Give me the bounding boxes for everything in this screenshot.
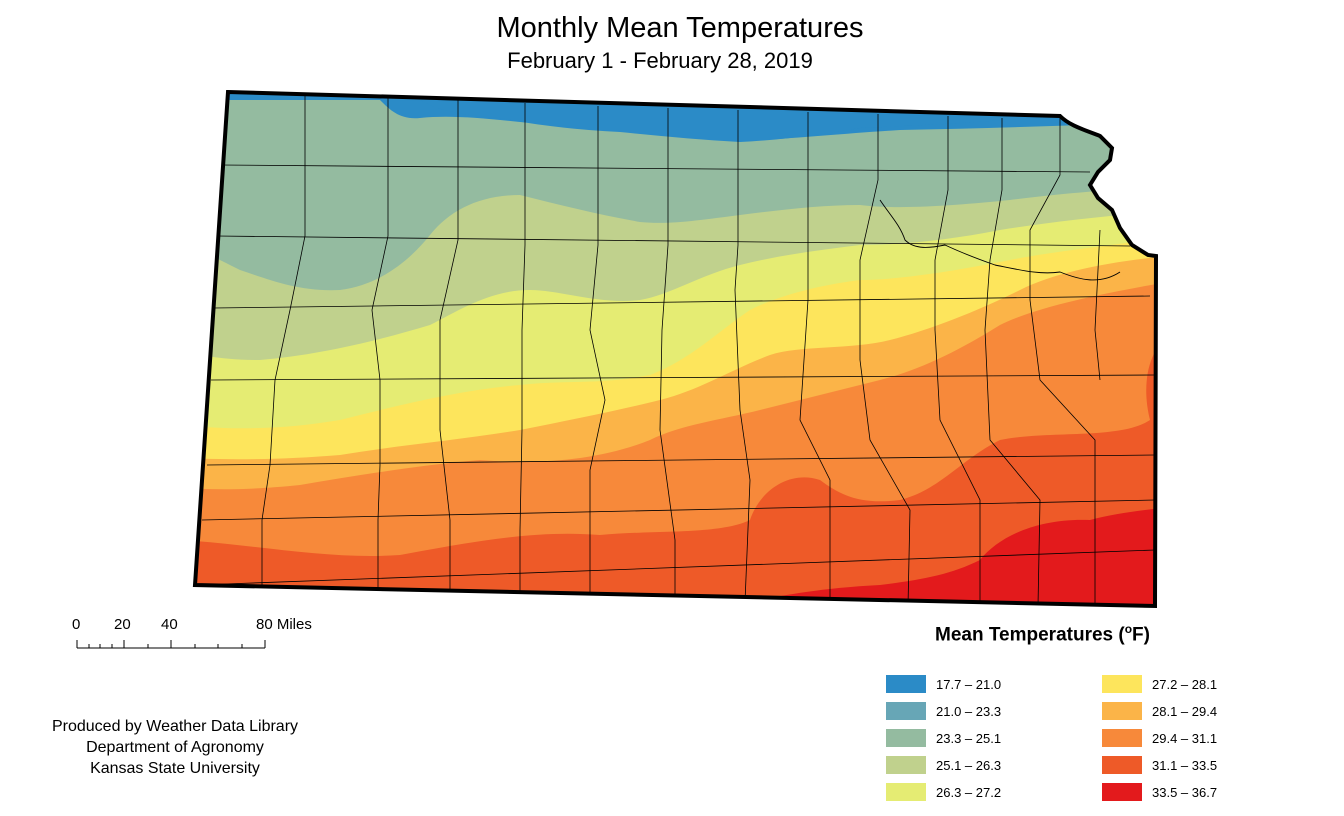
legend-swatch	[886, 783, 926, 801]
legend-label: 17.7 – 21.0	[936, 676, 1002, 692]
legend-swatch	[1102, 756, 1142, 774]
legend-item: 33.5 – 36.7	[1102, 783, 1217, 801]
legend-label: 27.2 – 28.1	[1152, 676, 1218, 692]
legend-swatch	[1102, 783, 1142, 801]
legend-label: 26.3 – 27.2	[936, 784, 1002, 800]
credit-line-3: Kansas State University	[90, 760, 260, 777]
scale-tick-0: 0	[72, 616, 81, 633]
legend-item: 28.1 – 29.4	[1102, 702, 1217, 720]
map-title: Monthly Mean Temperatures	[496, 12, 864, 44]
legend-label: 28.1 – 29.4	[1152, 703, 1218, 719]
legend-item: 27.2 – 28.1	[1102, 675, 1217, 693]
legend-label: 29.4 – 31.1	[1152, 730, 1218, 746]
legend-title-unit: F)	[1132, 624, 1150, 646]
kansas-outline	[192, 89, 1159, 609]
legend-item: 17.7 – 21.0	[886, 675, 1001, 693]
credit-block: Produced by Weather Data Library Departm…	[20, 716, 330, 779]
legend-swatch	[1102, 675, 1142, 693]
kansas-river-line	[879, 199, 1121, 281]
legend-title-degree: o	[1124, 622, 1133, 636]
legend-title: Mean Temperatures (oF)	[935, 622, 1150, 646]
zone-23-3-25-1	[195, 92, 1156, 291]
legend-swatch	[886, 675, 926, 693]
legend-label: 31.1 – 33.5	[1152, 757, 1218, 773]
legend-label: 25.1 – 26.3	[936, 757, 1002, 773]
legend-label: 21.0 – 23.3	[936, 703, 1002, 719]
legend-item: 25.1 – 26.3	[886, 756, 1001, 774]
credit-line-2: Department of Agronomy	[86, 739, 264, 756]
legend-swatch	[886, 729, 926, 747]
legend-label: 23.3 – 25.1	[936, 730, 1002, 746]
scale-tick-40: 40	[161, 616, 178, 633]
legend-title-main: Mean Temperatures (	[935, 624, 1125, 646]
scale-bar-ruler	[76, 640, 266, 649]
scale-tick-80: 80 Miles	[256, 616, 312, 633]
legend-swatch	[886, 756, 926, 774]
legend-swatch	[886, 702, 926, 720]
legend-label: 33.5 – 36.7	[1152, 784, 1218, 800]
legend-item: 23.3 – 25.1	[886, 729, 1001, 747]
legend-item: 29.4 – 31.1	[1102, 729, 1217, 747]
legend-item: 26.3 – 27.2	[886, 783, 1001, 801]
map-subtitle: February 1 - February 28, 2019	[507, 48, 813, 73]
legend-item: 21.0 – 23.3	[886, 702, 1001, 720]
county-boundaries	[197, 96, 1156, 606]
scale-bar: 0 20 40 80 Miles	[72, 616, 332, 656]
legend-swatch	[1102, 729, 1142, 747]
credit-line-1: Produced by Weather Data Library	[51, 718, 299, 735]
scale-tick-20: 20	[114, 616, 131, 633]
temperature-zones	[195, 92, 1156, 606]
legend-swatch	[1102, 702, 1142, 720]
legend-item: 31.1 – 33.5	[1102, 756, 1217, 774]
